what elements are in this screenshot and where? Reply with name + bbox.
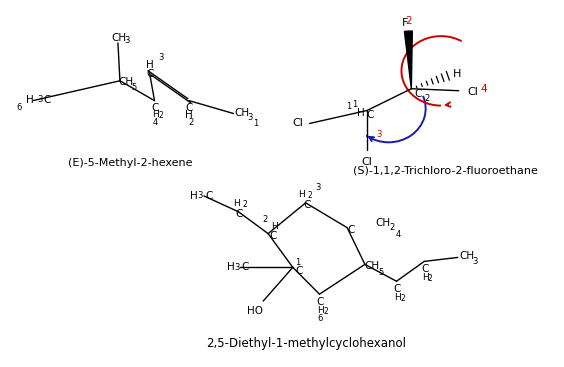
Text: CH: CH: [118, 77, 134, 87]
Text: 2: 2: [262, 215, 268, 224]
Text: 2: 2: [188, 118, 193, 127]
Text: (S)-1,1,2-Trichloro-2-fluoroethane: (S)-1,1,2-Trichloro-2-fluoroethane: [354, 165, 539, 175]
Text: 2: 2: [158, 111, 163, 120]
Text: 5: 5: [378, 268, 384, 277]
Text: C: C: [205, 191, 213, 201]
Text: 3: 3: [197, 192, 202, 200]
Text: C: C: [236, 209, 243, 219]
Text: 1: 1: [346, 102, 352, 111]
Text: CH: CH: [364, 261, 380, 271]
Text: Cl: Cl: [467, 87, 478, 97]
Text: 2: 2: [405, 16, 412, 26]
Text: H: H: [394, 292, 401, 302]
Text: C: C: [394, 284, 401, 294]
Text: 3: 3: [248, 113, 253, 122]
Text: CH: CH: [375, 218, 390, 228]
Text: 3: 3: [316, 184, 321, 192]
Text: H: H: [357, 108, 365, 117]
Text: 3: 3: [158, 54, 164, 62]
Polygon shape: [404, 31, 412, 89]
Text: H: H: [233, 199, 240, 208]
Text: C: C: [303, 200, 310, 210]
Text: 4: 4: [153, 118, 158, 127]
Text: 2: 2: [323, 306, 328, 316]
Text: H: H: [227, 262, 235, 272]
Text: 4: 4: [396, 230, 401, 239]
Text: 1: 1: [295, 258, 301, 267]
Text: H: H: [146, 60, 153, 70]
Text: C: C: [186, 103, 193, 113]
Text: C: C: [43, 95, 50, 105]
Text: CH: CH: [111, 33, 126, 43]
Text: H: H: [185, 109, 193, 120]
Text: 3: 3: [376, 130, 381, 139]
Text: Cl: Cl: [362, 157, 372, 167]
Text: 2: 2: [428, 274, 433, 283]
Text: (E)-5-Methyl-2-hexene: (E)-5-Methyl-2-hexene: [68, 158, 192, 168]
Text: 3: 3: [37, 95, 42, 104]
Text: 3: 3: [234, 263, 239, 272]
Text: C: C: [317, 297, 324, 307]
Text: 1: 1: [253, 119, 258, 128]
Text: CH: CH: [459, 251, 474, 261]
Text: C: C: [295, 266, 302, 276]
Text: H: H: [452, 69, 461, 79]
Text: C: C: [146, 69, 153, 79]
Text: 2: 2: [400, 294, 405, 303]
Text: 2: 2: [307, 192, 312, 200]
Text: 2,5-Diethyl-1-methylcyclohexanol: 2,5-Diethyl-1-methylcyclohexanol: [206, 337, 406, 350]
Text: C: C: [366, 109, 373, 120]
Text: HO: HO: [247, 306, 263, 316]
Text: C: C: [415, 89, 422, 99]
Text: Cl: Cl: [292, 119, 303, 128]
Text: 5: 5: [131, 83, 136, 92]
Text: C: C: [270, 230, 277, 241]
Text: H: H: [152, 110, 159, 119]
Text: C: C: [242, 262, 249, 272]
Text: 3: 3: [472, 257, 477, 266]
Text: CH: CH: [235, 108, 250, 117]
Text: F: F: [402, 18, 408, 28]
Text: 2: 2: [242, 200, 247, 209]
Text: H: H: [190, 191, 198, 201]
Text: H: H: [317, 306, 324, 315]
Text: C: C: [347, 225, 355, 235]
Text: H: H: [27, 95, 34, 105]
Text: 4: 4: [480, 84, 487, 94]
Text: 2: 2: [389, 223, 394, 232]
Text: 6: 6: [318, 315, 323, 323]
Text: H: H: [271, 222, 277, 231]
Text: 6: 6: [16, 103, 22, 112]
Text: H: H: [422, 273, 429, 282]
Text: C: C: [152, 103, 159, 113]
Text: C: C: [421, 264, 429, 275]
Text: 1: 1: [352, 100, 358, 109]
Text: 3: 3: [124, 36, 130, 45]
Text: H: H: [298, 190, 305, 199]
Text: 2: 2: [425, 94, 430, 103]
